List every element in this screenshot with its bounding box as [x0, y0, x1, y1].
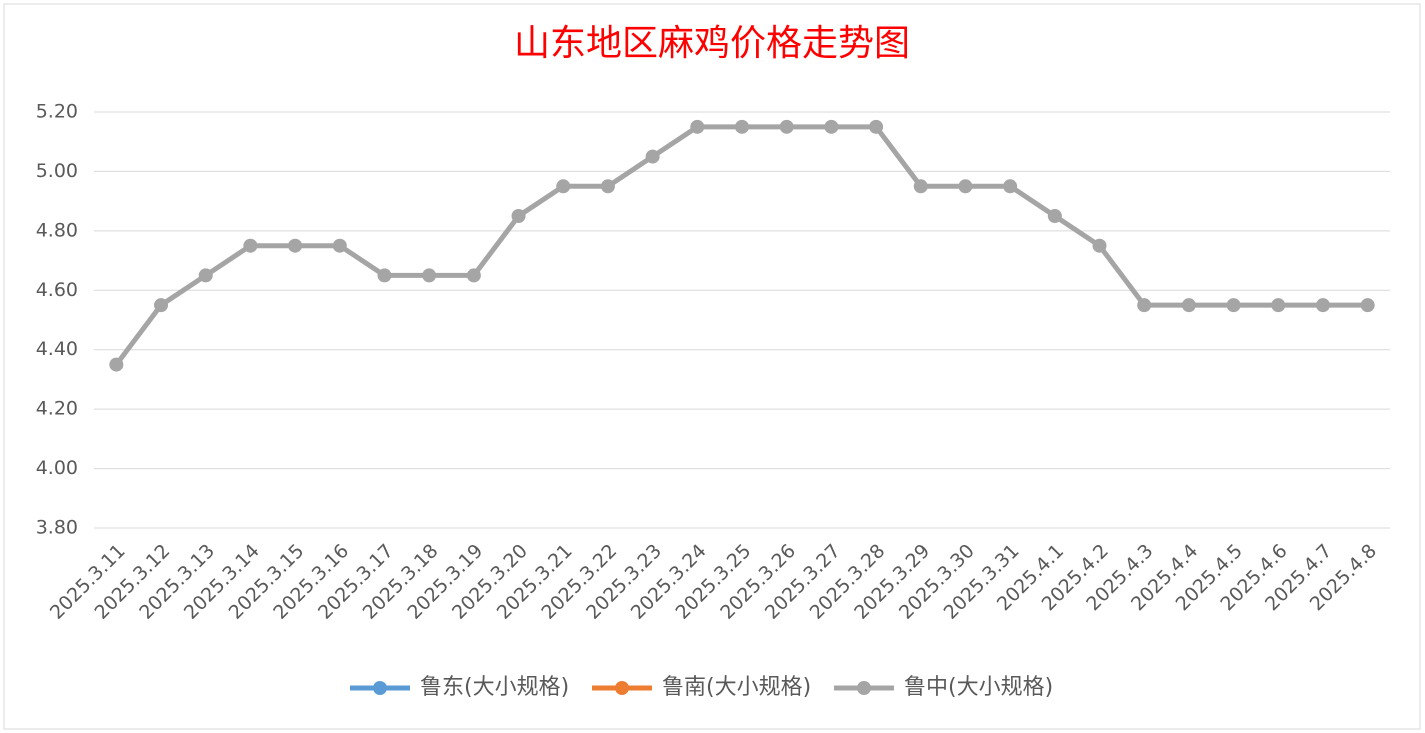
legend-marker	[615, 681, 629, 695]
data-point	[645, 149, 660, 164]
y-tick-label: 4.00	[36, 457, 78, 479]
data-point	[1271, 298, 1286, 313]
data-point	[824, 119, 839, 134]
y-tick-label: 4.40	[36, 338, 78, 360]
data-point	[377, 268, 392, 283]
y-tick-label: 5.00	[36, 160, 78, 182]
data-point	[1360, 298, 1375, 313]
data-point	[511, 209, 526, 223]
legend-marker	[373, 681, 387, 695]
data-point	[154, 298, 169, 313]
data-point	[690, 119, 705, 134]
data-point	[1181, 298, 1196, 313]
chart-frame	[3, 3, 1421, 730]
data-point	[735, 119, 749, 134]
data-point	[109, 357, 124, 372]
data-point	[466, 268, 481, 283]
legend-label: 鲁东(大小规格)	[420, 675, 569, 700]
data-point	[958, 179, 973, 194]
legend-label: 鲁南(大小规格)	[662, 675, 811, 700]
legend-marker	[857, 681, 871, 695]
data-point	[422, 268, 437, 283]
data-point	[1315, 298, 1330, 313]
legend-item: 鲁南(大小规格)	[592, 675, 811, 700]
data-point	[1003, 179, 1018, 194]
legend-item: 鲁东(大小规格)	[350, 675, 569, 700]
data-point	[1092, 238, 1107, 253]
data-point	[332, 238, 347, 253]
data-point	[600, 179, 615, 194]
data-point	[869, 119, 884, 134]
data-point	[198, 268, 213, 283]
data-point	[1047, 209, 1062, 223]
y-tick-label: 4.60	[36, 279, 78, 301]
data-point	[288, 238, 303, 253]
y-tick-label: 3.80	[36, 517, 78, 539]
data-point	[1137, 298, 1152, 313]
chart-title: 山东地区麻鸡价格走势图	[514, 23, 910, 64]
data-point	[556, 179, 571, 194]
y-tick-label: 4.80	[36, 219, 78, 241]
y-tick-label: 4.20	[36, 398, 78, 420]
legend-item: 鲁中(大小规格)	[834, 675, 1053, 700]
y-tick-label: 5.20	[36, 101, 78, 123]
data-point	[1226, 298, 1241, 313]
data-point	[913, 179, 928, 194]
data-point	[243, 238, 258, 253]
legend-label: 鲁中(大小规格)	[904, 675, 1053, 700]
data-point	[779, 119, 794, 134]
